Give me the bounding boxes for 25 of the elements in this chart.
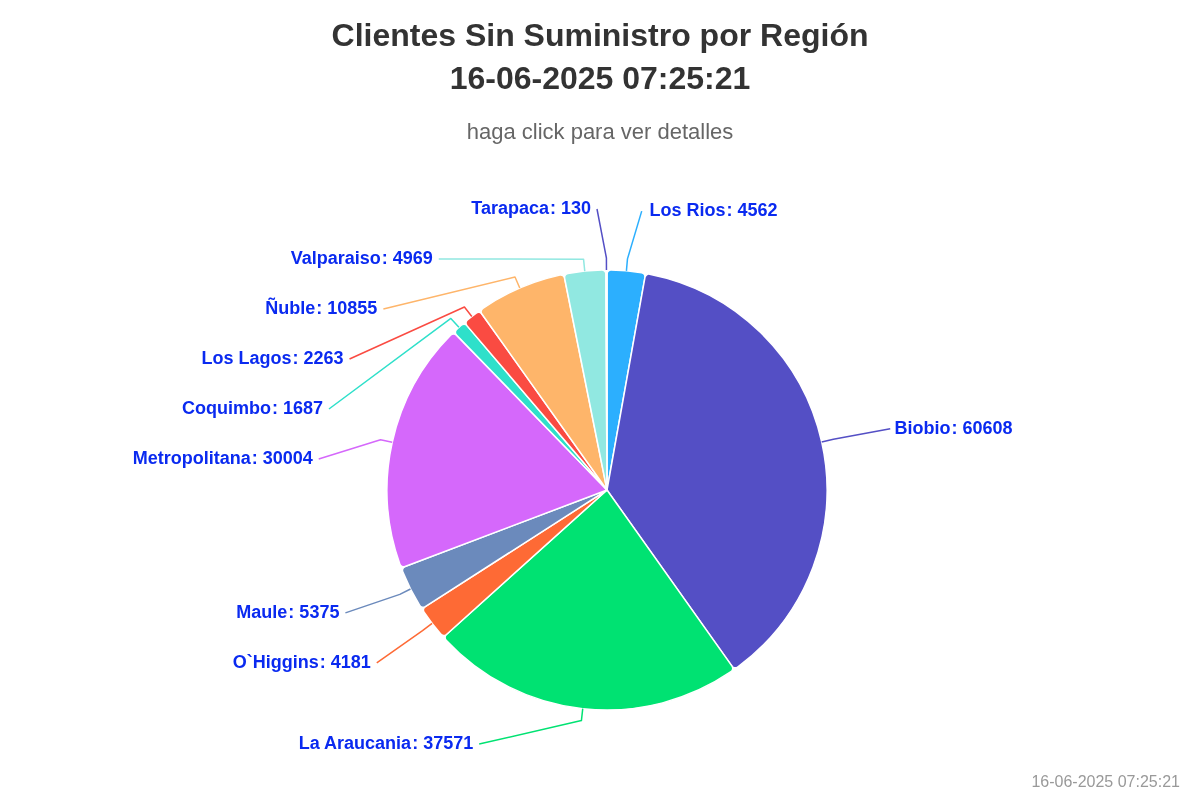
data-label: : 2263: [292, 348, 344, 368]
slice-label: La Araucania: [298, 733, 413, 753]
data-label: : 5375: [288, 601, 340, 622]
data-label: : 30004: [251, 448, 313, 468]
data-label: : 130: [549, 198, 592, 218]
slice-label: Los Lagos: [201, 348, 292, 368]
data-label: : 10855: [316, 298, 378, 318]
data-label: : 1687: [271, 398, 323, 418]
slice-label: Valparaiso: [290, 248, 381, 268]
data-label: : 4969: [381, 248, 433, 268]
slice-label: Ñuble: [265, 297, 316, 318]
data-label: : 37571: [412, 733, 474, 753]
slice-label: Metropolitana: [132, 448, 252, 468]
chart-subtitle: haga click para ver detalles: [466, 119, 734, 144]
slice-label: Tarapaca: [471, 198, 550, 218]
slice-label: Los Rios: [649, 200, 726, 221]
slice-label: O`Higgins: [232, 651, 319, 672]
data-label: : 4562: [726, 200, 778, 221]
slice-label: Coquimbo: [181, 398, 271, 418]
data-label: : 4181: [319, 651, 371, 672]
text: 16-06-2025 07:25:21: [1031, 773, 1181, 790]
slice-label: Biobio: [894, 417, 951, 438]
chart-title: Clientes Sin Suministro por Región 16-06-2025 07:25:21: [331, 17, 869, 96]
data-label: : 60608: [951, 417, 1013, 438]
slice-label: Maule: [236, 601, 288, 622]
